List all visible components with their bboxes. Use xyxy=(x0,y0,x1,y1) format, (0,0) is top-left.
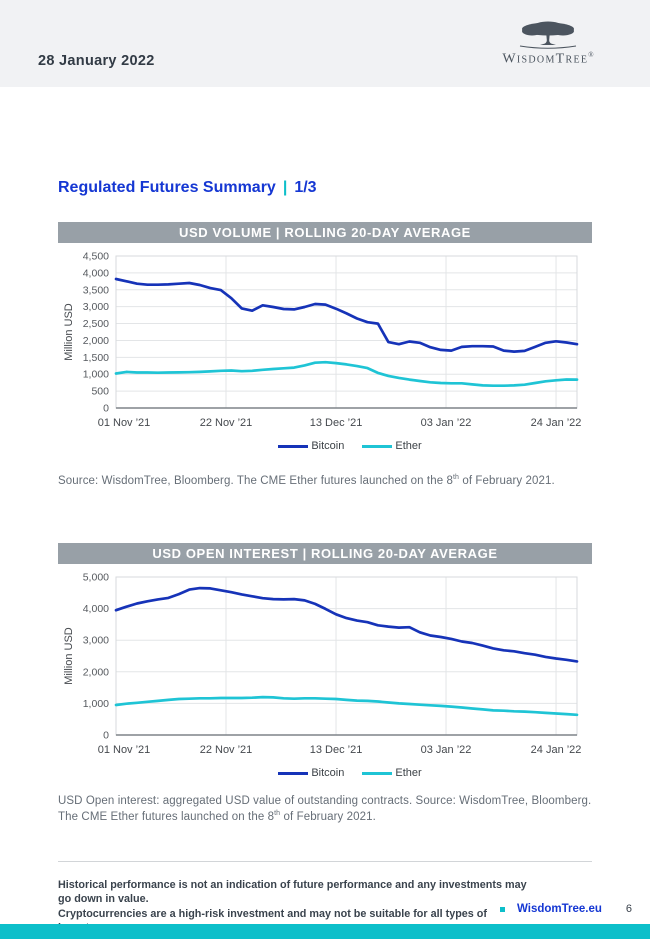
legend-label: Ether xyxy=(395,440,422,452)
title-text: Regulated Futures Summary xyxy=(58,179,276,196)
page-header: 28 January 2022 WisdomTree® xyxy=(0,0,650,87)
svg-text:3,000: 3,000 xyxy=(83,635,109,647)
tree-icon xyxy=(519,21,577,49)
svg-text:0: 0 xyxy=(103,730,109,742)
svg-text:1,000: 1,000 xyxy=(83,369,109,381)
svg-text:500: 500 xyxy=(91,386,109,398)
page-title: Regulated Futures Summary | 1/3 xyxy=(58,179,317,197)
svg-text:3,000: 3,000 xyxy=(83,301,109,313)
title-page-fraction: 1/3 xyxy=(294,179,317,196)
svg-text:1,000: 1,000 xyxy=(83,698,109,710)
svg-text:4,500: 4,500 xyxy=(83,251,109,263)
legend-label: Bitcoin xyxy=(311,767,345,779)
svg-text:Million USD: Million USD xyxy=(63,303,75,361)
svg-text:3,500: 3,500 xyxy=(83,284,109,296)
open-interest-line-chart: 0 1,000 2,000 3,000 4,000 5,000 01 Nov ’21 22 N… xyxy=(63,572,582,757)
report-date: 28 January 2022 xyxy=(38,53,155,69)
page-number: 6 xyxy=(625,903,633,915)
open-interest-source-note: USD Open interest: aggregated USD value … xyxy=(58,795,592,824)
disclaimer-line-1: Historical performance is not an indicat… xyxy=(58,879,527,906)
registered-mark: ® xyxy=(588,51,594,59)
svg-text:4,000: 4,000 xyxy=(83,267,109,279)
svg-text:13 Dec ’21: 13 Dec ’21 xyxy=(310,417,363,429)
svg-text:03 Jan ’22: 03 Jan ’22 xyxy=(421,417,472,429)
svg-text:03 Jan ’22: 03 Jan ’22 xyxy=(421,744,472,756)
svg-text:2,500: 2,500 xyxy=(83,318,109,330)
svg-text:13 Dec ’21: 13 Dec ’21 xyxy=(310,744,363,756)
svg-text:5,000: 5,000 xyxy=(83,572,109,584)
open-interest-chart-legend: Bitcoin Ether xyxy=(58,767,592,779)
legend-item-bitcoin: Bitcoin xyxy=(278,767,344,779)
svg-text:01 Nov ’21: 01 Nov ’21 xyxy=(98,744,151,756)
bottom-accent-bar xyxy=(0,924,650,939)
cyan-bullet-icon xyxy=(500,906,505,912)
wisdomtree-eu-link[interactable]: WisdomTree.eu xyxy=(517,903,602,915)
volume-chart-title-bar: USD VOLUME | ROLLING 20-DAY AVERAGE xyxy=(58,222,592,243)
svg-text:01 Nov ’21: 01 Nov ’21 xyxy=(98,417,151,429)
legend-label: Ether xyxy=(395,767,422,779)
open-interest-chart-title-bar: USD OPEN INTEREST | ROLLING 20-DAY AVERA… xyxy=(58,543,592,564)
svg-text:24 Jan ’22: 24 Jan ’22 xyxy=(531,744,582,756)
volume-line-chart: 0 500 1,000 1,500 2,000 2,500 3,000 3,500 4,000 4… xyxy=(63,251,582,430)
logo-wordmark: WisdomTree® xyxy=(502,51,594,67)
svg-text:22 Nov ’21: 22 Nov ’21 xyxy=(200,744,253,756)
legend-item-bitcoin: Bitcoin xyxy=(278,440,344,452)
ether-line-swatch xyxy=(362,771,393,775)
svg-text:2,000: 2,000 xyxy=(83,666,109,678)
ether-line-swatch xyxy=(362,444,393,448)
volume-chart-section: USD VOLUME | ROLLING 20-DAY AVERAGE 0 500… xyxy=(58,222,592,489)
bitcoin-line-swatch xyxy=(278,444,309,448)
open-interest-chart-section: USD OPEN INTEREST | ROLLING 20-DAY AVERA… xyxy=(58,543,592,825)
svg-text:0: 0 xyxy=(103,403,109,415)
svg-text:1,500: 1,500 xyxy=(83,352,109,364)
volume-chart-legend: Bitcoin Ether xyxy=(58,440,592,452)
volume-source-note: Source: WisdomTree, Bloomberg. The CME E… xyxy=(58,474,555,487)
wisdomtree-logo: WisdomTree® xyxy=(492,20,604,68)
svg-text:2,000: 2,000 xyxy=(83,335,109,347)
legend-label: Bitcoin xyxy=(311,440,345,452)
legend-item-ether: Ether xyxy=(362,440,422,452)
svg-text:22 Nov ’21: 22 Nov ’21 xyxy=(200,417,253,429)
footer-divider xyxy=(58,861,592,862)
footer-right: WisdomTree.eu 6 xyxy=(500,903,632,915)
bitcoin-line-swatch xyxy=(278,771,309,775)
svg-text:24 Jan ’22: 24 Jan ’22 xyxy=(531,417,582,429)
legend-item-ether: Ether xyxy=(362,767,422,779)
svg-text:4,000: 4,000 xyxy=(83,603,109,615)
svg-text:Million USD: Million USD xyxy=(63,627,75,685)
title-separator: | xyxy=(282,179,288,196)
